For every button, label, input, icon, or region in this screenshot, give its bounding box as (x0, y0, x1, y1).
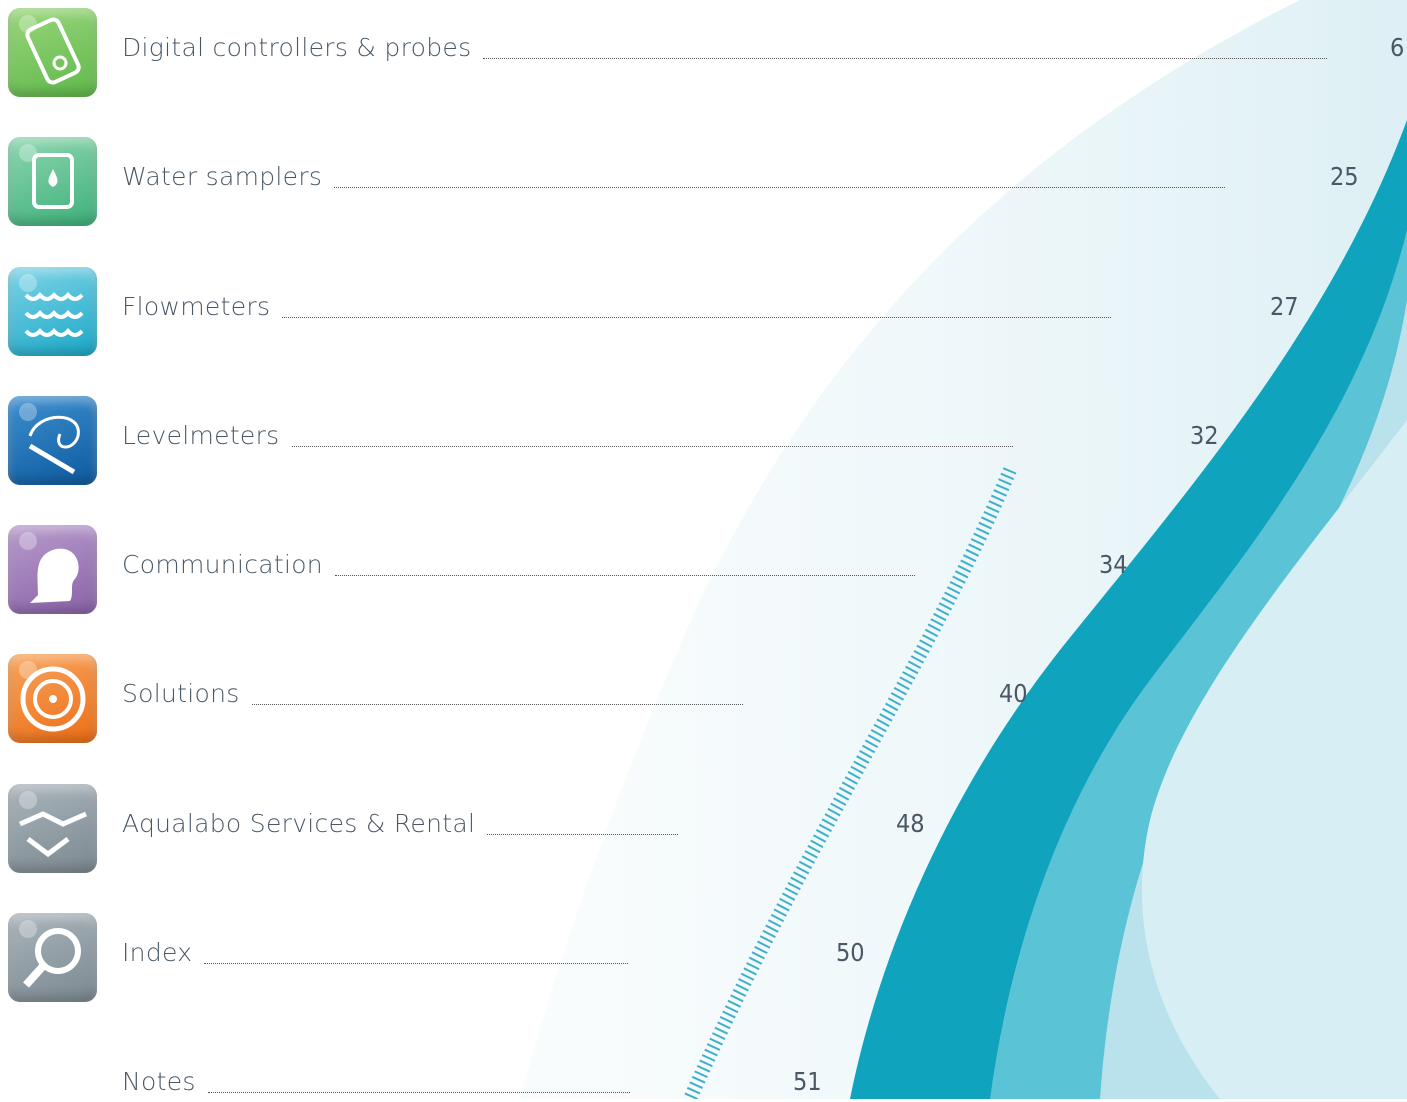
entry-label: Flowmeters (122, 292, 271, 321)
page-number: 34 (1099, 550, 1128, 579)
toc-entry: Index (122, 933, 628, 973)
icon-glyph (19, 920, 81, 988)
icon-glyph (19, 144, 74, 209)
toc-entry: Notes (122, 1062, 630, 1102)
entry-label: Water samplers (122, 162, 323, 191)
page-number: 32 (1190, 421, 1219, 450)
section-icon (8, 784, 97, 873)
toc-entry: Water samplers (122, 157, 1225, 197)
entry-label: Aqualabo Services & Rental (122, 809, 476, 838)
icon-glyph (19, 403, 80, 475)
toc-entry: Levelmeters (122, 416, 1013, 456)
entry-label: Index (122, 938, 193, 967)
dot-leader (282, 317, 1111, 318)
toc-entry: Communication (122, 545, 915, 585)
dot-leader (251, 704, 743, 705)
section-icon (8, 525, 97, 614)
page-number: 48 (896, 809, 925, 838)
entry-label: Communication (122, 550, 323, 579)
icon-glyph (19, 532, 79, 603)
icon-glyph (19, 15, 81, 85)
dot-leader (207, 1092, 630, 1093)
section-icon (8, 137, 97, 226)
icon-glyph (19, 661, 86, 732)
page-number: 50 (836, 938, 865, 967)
entry-label: Digital controllers & probes (122, 33, 472, 62)
dot-leader (487, 834, 678, 835)
dot-leader (334, 575, 915, 576)
page-number: 6 (1390, 33, 1405, 62)
dot-leader (334, 187, 1225, 188)
entry-label: Levelmeters (122, 421, 280, 450)
dot-leader (291, 446, 1013, 447)
page-number: 25 (1330, 162, 1359, 191)
toc-entry: Flowmeters (122, 287, 1111, 327)
icon-glyph (19, 274, 84, 337)
entry-label: Notes (122, 1067, 196, 1096)
section-icon (8, 396, 97, 485)
toc-entry: Solutions (122, 674, 743, 714)
toc-entry: Aqualabo Services & Rental (122, 804, 678, 844)
section-icon (8, 913, 97, 1002)
section-icon (8, 8, 97, 97)
page-number: 27 (1270, 292, 1299, 321)
dot-leader (204, 963, 628, 964)
section-icon (8, 267, 97, 356)
entry-label: Solutions (122, 679, 240, 708)
page-number: 40 (999, 679, 1028, 708)
icon-glyph (19, 791, 87, 858)
section-icon (8, 654, 97, 743)
dot-leader (483, 58, 1327, 59)
page-number: 51 (793, 1067, 822, 1096)
toc-entry: Digital controllers & probes (122, 28, 1327, 68)
